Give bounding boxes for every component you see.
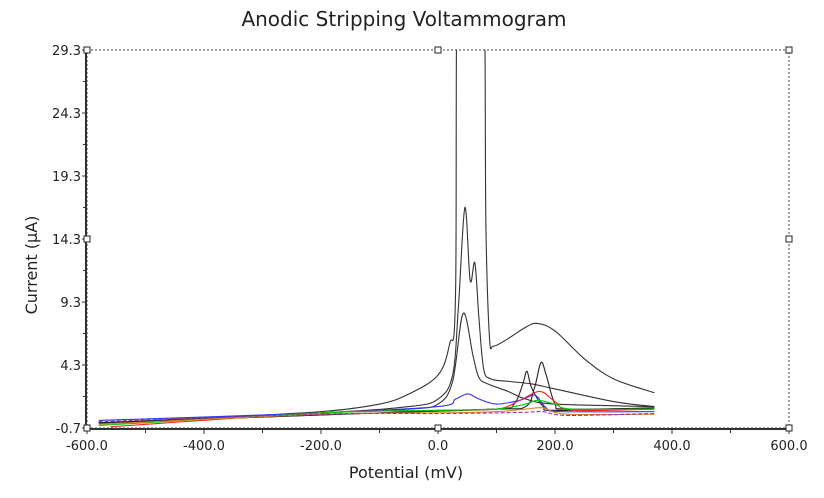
series-line-10 [98,410,655,423]
resize-handle[interactable] [785,46,793,54]
x-tick-label: -200.0 [300,439,342,454]
series-line-3 [98,312,655,424]
y-axis-label: Current (µA) [22,216,41,315]
series-line-4 [98,370,655,424]
series-line-8 [98,399,655,427]
resize-handle[interactable] [83,235,91,243]
series-line-1 [98,50,655,424]
series-line-6 [98,393,655,421]
x-tick-label: 400.0 [653,439,690,454]
y-tick-label: 14.3 [52,233,81,248]
plot-frame[interactable] [86,49,790,429]
resize-handle[interactable] [434,424,442,432]
chart-title: Anodic Stripping Voltammogram [241,7,566,31]
resize-handle[interactable] [83,424,91,432]
resize-handle[interactable] [434,46,442,54]
y-tick-label: 24.3 [52,107,81,122]
x-tick-label: 0.0 [428,439,449,454]
resize-handle[interactable] [83,46,91,54]
resize-handle[interactable] [785,424,793,432]
resize-handle[interactable] [785,235,793,243]
y-tick-label: 29.3 [52,44,81,59]
x-tick-label: 200.0 [536,439,573,454]
x-tick-label: -600.0 [66,439,108,454]
y-tick-label: -0.7 [56,422,81,437]
x-tick-label: -400.0 [183,439,225,454]
y-tick-label: 4.3 [60,359,81,374]
y-tick-label: 9.3 [60,296,81,311]
series-line-9 [98,407,655,425]
x-tick-label: 600.0 [770,439,807,454]
series-line-2 [98,206,655,424]
y-tick-label: 19.3 [52,170,81,185]
x-axis-label: Potential (mV) [349,463,463,482]
